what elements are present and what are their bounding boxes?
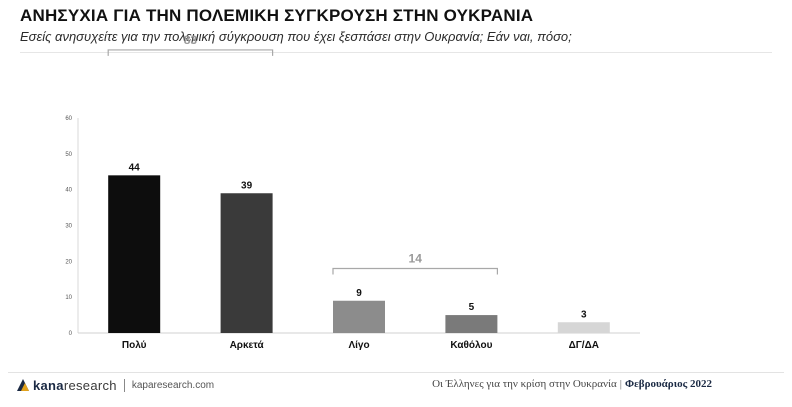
page-subtitle: Εσείς ανησυχείτε για την πολεμική σύγκρο… [20,29,572,44]
brand-name-research: research [63,377,117,393]
bar [333,300,385,333]
brand-name-kana: kana [33,377,64,393]
bar-chart: 0 10 20 30 40 50 60 Πολύ Αρκετά Λίγο Καθόλου ΔΓ/ΔΑ… [65,33,640,351]
footer-report-title: Οι Έλληνες για την κρίση στην Ουκρανία [432,378,617,390]
kana-logo-icon [17,379,29,391]
footer-brand: kana research kaparesearch.com [16,377,214,393]
footer-date: Φεβρουάριος 2022 [624,378,712,390]
x-tick-label: Καθόλου [450,340,492,351]
bar [445,315,498,333]
bar [557,322,610,333]
header-divider [20,52,772,53]
y-tick-label: 20 [65,259,72,265]
group-bracket [332,267,498,275]
x-tick-label: Πολύ [122,340,147,351]
y-tick-label: 50 [65,152,72,158]
bar-value-label: 3 [581,309,587,320]
x-tick-label: Λίγο [348,340,369,351]
group-bracket [107,49,274,56]
bar [108,175,161,333]
footer-divider [8,372,784,373]
bar [220,193,273,333]
x-tick-label: ΔΓ/ΔΑ [569,340,599,351]
group-brackets: 83 14 [107,33,498,275]
footer-report: Οι Έλληνες για την κρίση στην Ουκρανία | Φ… [432,378,712,390]
footer-separator [123,378,125,392]
x-tick-label: Αρκετά [230,340,265,351]
bar-value-label: 5 [469,302,475,313]
bars: 44 39 9 5 3 [108,162,610,333]
header: ΑΝΗΣΥΧΙΑ ΓΙΑ ΤΗΝ ΠΟΛΕΜΙΚΗ ΣΥΓΚΡΟΥΣΗ ΣΤΗΝ… [20,6,780,44]
footer-website: kaparesearch.com [131,379,215,391]
page-title: ΑΝΗΣΥΧΙΑ ΓΙΑ ΤΗΝ ΠΟΛΕΜΙΚΗ ΣΥΓΚΡΟΥΣΗ ΣΤΗΝ… [20,6,534,25]
y-tick-label: 0 [69,331,73,337]
footer-pipe: | [619,378,622,390]
y-tick-label: 60 [65,116,72,122]
y-tick-label: 40 [65,188,72,194]
group-total-label: 14 [409,252,423,266]
y-tick-label: 30 [65,224,72,230]
group-total-label: 83 [184,33,198,47]
bar-value-label: 44 [129,162,141,173]
x-axis: Πολύ Αρκετά Λίγο Καθόλου ΔΓ/ΔΑ [78,332,640,351]
bar-value-label: 9 [356,288,362,299]
y-tick-label: 10 [65,295,72,301]
bar-value-label: 39 [241,180,253,191]
y-axis: 0 10 20 30 40 50 60 [65,116,79,337]
